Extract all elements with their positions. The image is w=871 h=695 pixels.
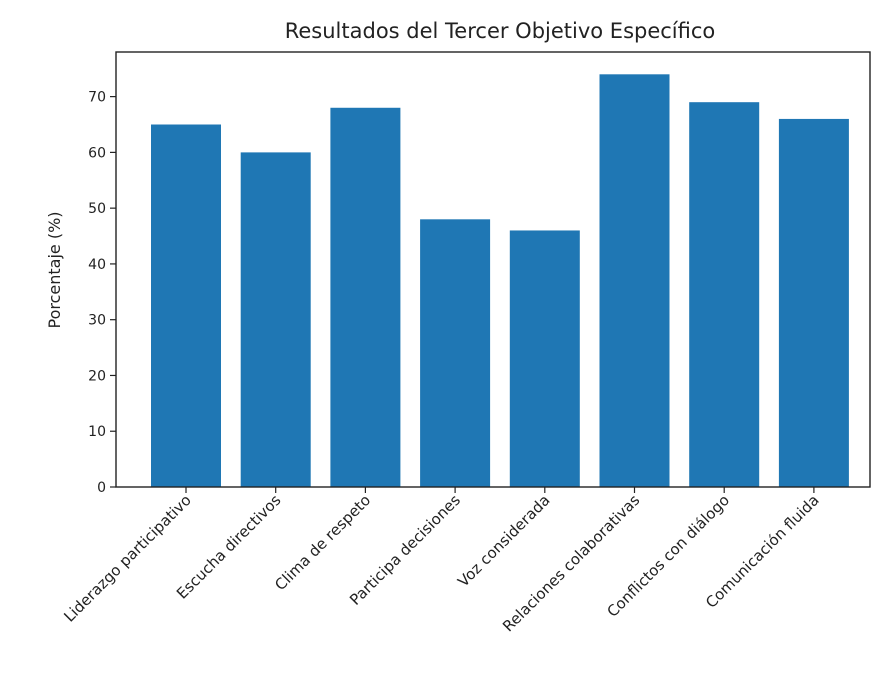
y-axis-ticks: 0 10 20 30 40 50 60 70 <box>88 90 116 496</box>
bar-voz-considerada <box>509 230 580 487</box>
bar-liderazgo-participativo <box>151 124 221 487</box>
y-tick-label: 10 <box>88 424 106 440</box>
y-tick-label: 50 <box>88 201 106 217</box>
y-tick-label: 60 <box>88 145 106 161</box>
y-tick-label: 40 <box>88 257 106 273</box>
y-tick-label: 70 <box>88 90 106 106</box>
bar-relaciones-colaborativas <box>599 74 670 488</box>
x-tick-label: Voz considerada <box>454 491 553 590</box>
y-tick-label: 0 <box>97 480 106 496</box>
bar-comunicacion-fluida <box>778 118 849 487</box>
bar-clima-de-respeto <box>330 107 401 488</box>
chart-title: Resultados del Tercer Objetivo Específic… <box>285 19 716 43</box>
bar-participa-decisiones <box>420 219 491 488</box>
y-axis-label: Porcentaje (%) <box>45 211 64 328</box>
x-tick-label: Liderazgo participativo <box>60 491 194 625</box>
axes-frame <box>115 51 871 488</box>
bars-group <box>151 74 849 488</box>
bar-escucha-directivos <box>240 152 311 487</box>
bar-conflictos-con-dialogo <box>689 102 760 487</box>
y-tick-label: 30 <box>88 313 106 329</box>
x-tick-label: Clima de respeto <box>271 491 374 594</box>
y-tick-label: 20 <box>88 368 106 384</box>
